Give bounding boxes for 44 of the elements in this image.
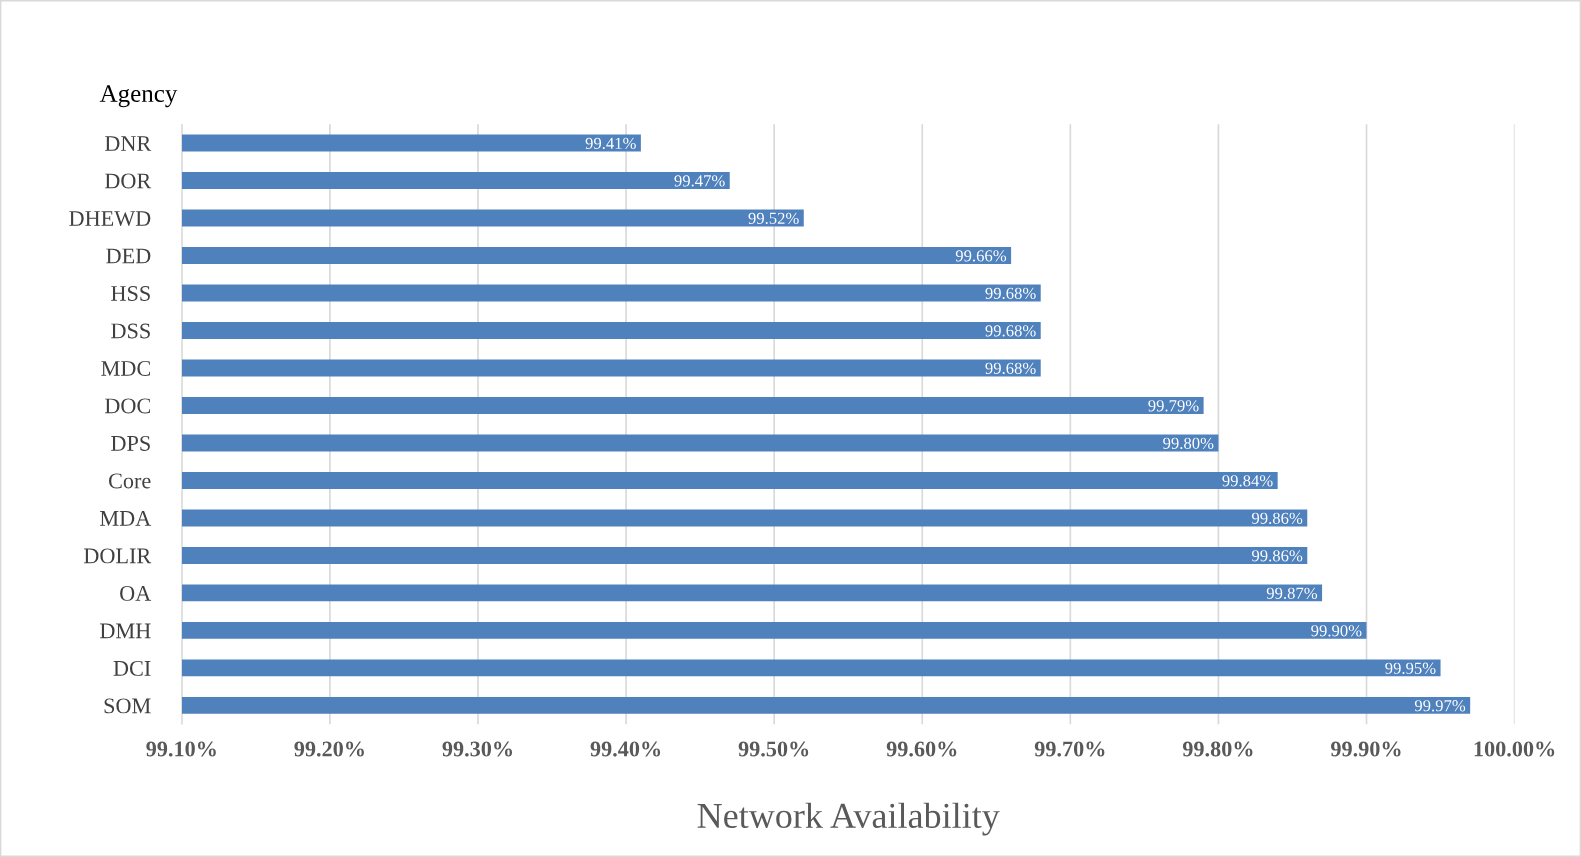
y-tick-label: HSS (111, 285, 150, 301)
x-tick-label: 99.70% (1034, 741, 1105, 757)
data-label: 99.97% (1414, 700, 1466, 712)
y-tick-label: DNR (104, 136, 152, 151)
y-tick-label: SOM (104, 698, 151, 714)
x-tick-label: 99.90% (1331, 741, 1401, 757)
data-label: 99.86% (1251, 550, 1303, 562)
y-tick-label: Core (108, 473, 151, 489)
data-label: 99.79% (1148, 400, 1199, 412)
data-label: 99.80% (1163, 437, 1214, 449)
y-tick-label: DMH (100, 623, 151, 639)
y-tick-label: OA (120, 585, 152, 601)
data-label: 99.95% (1385, 662, 1436, 674)
data-label: 99.68% (985, 362, 1036, 374)
data-label: 99.68% (985, 325, 1036, 337)
data-label: 99.47% (674, 175, 725, 187)
data-label: 99.68% (985, 287, 1036, 300)
data-label: 99.87% (1266, 587, 1318, 599)
y-tick-label: MDC (101, 360, 151, 376)
y-axis-title: Agency (99, 85, 178, 108)
data-label: 99.41% (585, 137, 636, 150)
x-tick-label: 99.60% (886, 741, 957, 757)
x-tick-label: 100.00% (1474, 741, 1555, 757)
y-tick-label: DSS (111, 323, 150, 339)
y-tick-label: DED (106, 248, 151, 264)
y-tick-label: DOLIR (84, 548, 152, 564)
x-tick-label: 99.10% (146, 741, 216, 757)
y-tick-label: DHEWD (69, 211, 151, 227)
x-tick-label: 99.50% (738, 741, 809, 757)
y-tick-label: DOR (104, 173, 152, 189)
x-tick-label: 99.20% (294, 741, 364, 757)
x-tick-label: 99.80% (1182, 741, 1253, 757)
y-tick-label: MDA (100, 510, 152, 526)
x-tick-label: 99.40% (590, 741, 661, 757)
y-tick-label: DOC (104, 398, 151, 414)
data-label: 99.86% (1251, 512, 1303, 524)
data-label: 99.90% (1311, 625, 1362, 637)
y-tick-label: DPS (111, 435, 150, 451)
y-tick-label: DCI (113, 660, 151, 676)
data-label: 99.66% (955, 250, 1007, 262)
x-axis-title: Network Availability (697, 802, 1000, 836)
data-label: 99.84% (1222, 475, 1273, 487)
data-label: 99.52% (748, 212, 799, 225)
x-tick-label: 99.30% (442, 741, 513, 757)
